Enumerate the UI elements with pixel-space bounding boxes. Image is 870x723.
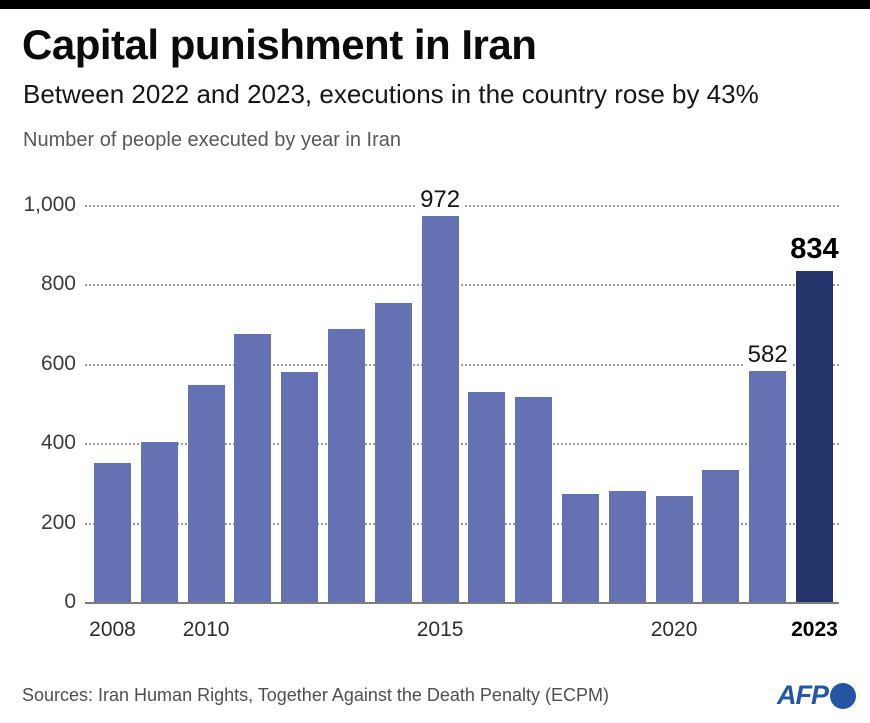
- bar-2019: [608, 491, 646, 602]
- bar-slot-2022: 582: [743, 342, 792, 602]
- bar-slot-2012: [281, 372, 319, 602]
- bar-2009: [140, 442, 178, 602]
- x-axis-label-2008: 2008: [89, 618, 136, 641]
- gridline-400: [85, 443, 839, 446]
- x-axis-label-2020: 2020: [650, 618, 698, 641]
- x-axis-label-2015: 2015: [416, 618, 464, 641]
- bar-2015: [421, 216, 459, 602]
- bar-slot-2021: [702, 470, 740, 602]
- y-axis-label-200: 200: [40, 510, 76, 534]
- y-axis-label-1,000: 1,000: [23, 193, 76, 216]
- bar-slot-2018: [561, 494, 599, 602]
- bar-slot-2010: 2010: [183, 385, 229, 641]
- bar-slot-2019: [608, 491, 646, 602]
- bars-container: 2008 2010 972 2015 2020 582 834 2023: [88, 187, 843, 641]
- bar-2010: [187, 385, 225, 602]
- bar-chart: 0 200 400 600 800 1,000 2008 2010 972 2015 2020 58…: [0, 187, 870, 641]
- value-label-2023: 834: [786, 233, 843, 265]
- sources-text: Sources: Iran Human Rights, Together Aga…: [22, 685, 609, 705]
- x-axis-label-2023: 2023: [791, 618, 838, 641]
- top-accent-bar: [0, 0, 870, 9]
- bar-2014: [374, 303, 412, 602]
- bar-2020: [655, 496, 693, 602]
- afp-logo: AFP: [777, 680, 856, 711]
- y-axis-label-0: 0: [64, 590, 76, 613]
- chart-caption: Number of people executed by year in Ira…: [23, 129, 401, 151]
- bar-slot-2023: 834 2023: [786, 233, 843, 641]
- gridline-800: [85, 284, 839, 287]
- bar-slot-2011: [234, 334, 272, 602]
- bar-2011: [234, 334, 272, 602]
- bar-slot-2015: 972 2015: [416, 187, 465, 641]
- bar-slot-2014: [374, 303, 412, 602]
- bar-2013: [327, 329, 365, 602]
- value-label-2022: 582: [743, 342, 792, 368]
- footer: Sources: Iran Human Rights, Together Aga…: [0, 680, 870, 711]
- bar-slot-2016: [468, 392, 506, 602]
- bar-slot-2008: 2008: [89, 463, 136, 641]
- bar-2012: [281, 372, 319, 602]
- x-axis-line: [85, 602, 839, 604]
- bar-2022: [749, 371, 787, 602]
- bar-2018: [561, 494, 599, 602]
- subtitle: Between 2022 and 2023, executions in the…: [23, 79, 759, 109]
- bar-slot-2009: [140, 442, 178, 602]
- bar-slot-2017: [515, 397, 553, 602]
- x-axis-label-2010: 2010: [182, 618, 230, 641]
- gridline-200: [85, 522, 839, 525]
- gridline-600: [85, 363, 839, 366]
- y-axis-label-400: 400: [40, 431, 76, 455]
- bar-2008: [94, 463, 131, 602]
- afp-logo-text: AFP: [777, 680, 829, 710]
- bar-2016: [468, 392, 506, 602]
- bar-2023: [795, 271, 833, 602]
- header: Capital punishment in Iran Between 2022 …: [0, 23, 870, 153]
- bar-2017: [515, 397, 553, 602]
- y-axis-label-800: 800: [40, 272, 76, 296]
- afp-globe-icon: [830, 682, 856, 709]
- value-label-2015: 972: [416, 187, 465, 213]
- bar-2021: [702, 470, 740, 602]
- y-axis-label-600: 600: [40, 351, 76, 375]
- bar-slot-2013: [327, 329, 365, 602]
- page-title: Capital punishment in Iran: [22, 21, 537, 68]
- bar-slot-2020: 2020: [651, 496, 697, 641]
